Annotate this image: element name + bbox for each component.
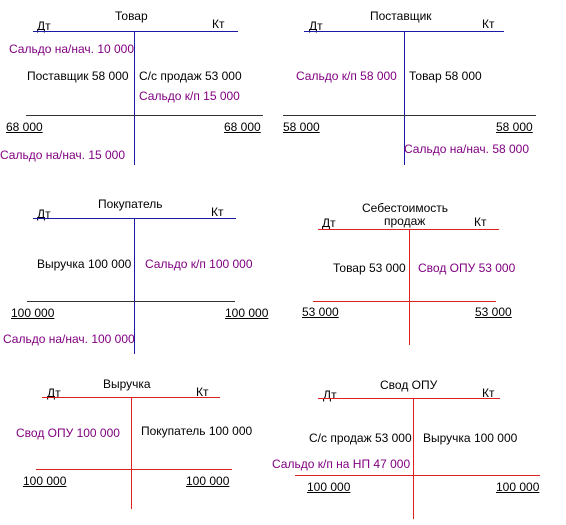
debit-entry: Свод ОПУ 100 000	[16, 426, 120, 440]
debit-total: 68 000	[6, 120, 43, 134]
account-title: Покупатель	[98, 197, 163, 211]
totals-line	[283, 115, 536, 116]
debit-total: 100 000	[23, 474, 67, 488]
debit-balance: Сальдо к/п 58 000	[296, 69, 397, 83]
t-account-vertical-line	[404, 31, 405, 165]
account-title: Поставщик	[370, 9, 432, 23]
credit-total: 100 000	[225, 306, 269, 320]
debit-label: Дт	[37, 19, 51, 33]
debit-total: 53 000	[302, 305, 339, 319]
debit-entry: Выручка 100 000	[37, 257, 132, 271]
totals-line	[36, 469, 232, 470]
totals-line	[295, 475, 540, 476]
closing-balance: Сальдо на/нач. 58 000	[404, 142, 530, 156]
totals-line	[27, 301, 235, 302]
t-account-top-line	[318, 229, 499, 230]
debit-label: Дт	[309, 19, 323, 33]
t-account-top-line	[33, 31, 238, 32]
credit-balance: Сальдо к/п 15 000	[139, 89, 240, 103]
credit-label: Кт	[211, 205, 224, 219]
t-account-top-line	[318, 398, 500, 399]
debit-entry: Товар 53 000	[333, 261, 406, 275]
totals-line	[313, 301, 496, 302]
debit-entry: С/с продаж 53 000	[309, 431, 412, 445]
credit-total: 53 000	[475, 305, 512, 319]
account-title-line2: продаж	[384, 214, 426, 228]
closing-balance: Сальдо на/нач. 15 000	[0, 148, 126, 162]
credit-label: Кт	[474, 215, 487, 229]
t-account-vertical-line	[413, 398, 414, 519]
credit-entry: Покупатель 100 000	[141, 424, 253, 438]
t-account-vertical-line	[134, 31, 135, 165]
credit-entry: Свод ОПУ 53 000	[418, 261, 516, 275]
t-account-vertical-line	[134, 218, 135, 354]
opening-balance: Сальдо на/нач. 10 000	[9, 42, 135, 56]
credit-total: 68 000	[224, 120, 261, 134]
credit-entry: С/с продаж 53 000	[139, 69, 242, 83]
account-title: Товар	[115, 9, 148, 23]
credit-label: Кт	[482, 386, 495, 400]
debit-label: Дт	[47, 386, 61, 400]
debit-total: 100 000	[11, 306, 55, 320]
account-title: Выручка	[103, 377, 151, 391]
credit-total: 58 000	[496, 120, 533, 134]
t-account-vertical-line	[409, 229, 410, 345]
debit-total: 58 000	[283, 120, 320, 134]
account-title: Свод ОПУ	[380, 378, 438, 392]
closing-balance: Сальдо на/нач. 100 000	[3, 332, 135, 346]
debit-total: 100 000	[307, 480, 351, 494]
credit-total: 100 000	[496, 480, 540, 494]
debit-label: Дт	[322, 216, 336, 230]
totals-line	[26, 115, 263, 116]
debit-label: Дт	[37, 207, 51, 221]
debit-label: Дт	[323, 388, 337, 402]
balance: Сальдо к/п на НП 47 000	[272, 457, 411, 471]
credit-total: 100 000	[186, 474, 230, 488]
credit-balance: Сальдо к/п 100 000	[145, 257, 253, 271]
credit-label: Кт	[482, 17, 495, 31]
credit-label: Кт	[212, 17, 225, 31]
account-title-line1: Себестоимость	[362, 201, 449, 215]
credit-entry: Товар 58 000	[409, 69, 482, 83]
credit-entry: Выручка 100 000	[423, 431, 518, 445]
t-account-vertical-line	[131, 397, 132, 509]
credit-label: Кт	[196, 385, 209, 399]
debit-entry: Поставщик 58 000	[27, 69, 129, 83]
